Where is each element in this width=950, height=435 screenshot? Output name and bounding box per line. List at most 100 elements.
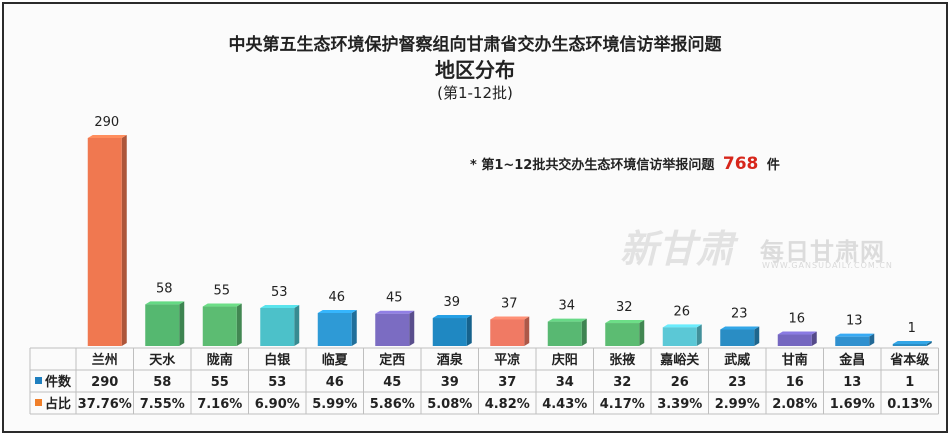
category-label: 陇南 [207, 352, 233, 368]
bar [145, 304, 180, 346]
percent-cell: 0.13% [887, 397, 932, 412]
chart-batch-range: (第1-12批) [437, 84, 513, 102]
bar-side [179, 301, 185, 346]
bar-top [605, 320, 645, 324]
category-label: 天水 [149, 352, 176, 368]
bar-side [811, 331, 817, 346]
bar-side [524, 316, 530, 346]
bar-value-label: 16 [788, 312, 805, 327]
percent-cell: 7.55% [140, 397, 185, 412]
bar [432, 318, 467, 346]
total-count: 768 [722, 154, 759, 174]
percent-cell: 4.43% [542, 397, 587, 412]
bar [835, 336, 870, 346]
bar-side [926, 341, 932, 346]
count-cell: 23 [728, 375, 746, 390]
category-label: 甘南 [782, 352, 808, 368]
percent-cell: 4.17% [600, 397, 645, 412]
percent-cell: 5.86% [370, 397, 415, 412]
bar [202, 306, 237, 346]
category-label: 白银 [264, 352, 291, 368]
category-label: 临夏 [322, 352, 349, 368]
bar-top [317, 310, 357, 314]
category-label: 定西 [378, 352, 405, 368]
count-cell: 55 [211, 375, 229, 390]
bar-value-label: 58 [156, 281, 173, 296]
bar-value-label: 34 [558, 299, 575, 314]
percent-cell: 37.76% [78, 397, 132, 412]
count-cell: 290 [91, 375, 118, 390]
bar-top [202, 303, 242, 307]
total-note-suffix: 件 [766, 158, 780, 173]
category-label: 庆阳 [551, 352, 578, 368]
chart-title: 中央第五生态环境保护督察组向甘肃省交办生态环境信访举报问题 [228, 35, 722, 55]
count-cell: 13 [843, 375, 861, 390]
bar-value-label: 53 [271, 285, 288, 300]
bar-side [236, 303, 242, 346]
percent-cell: 5.99% [312, 397, 357, 412]
bar [260, 307, 295, 346]
bar-value-label: 23 [731, 307, 748, 322]
percent-cell: 2.08% [772, 397, 817, 412]
count-cell: 1 [905, 375, 914, 390]
bar-side [581, 318, 587, 346]
count-cell: 39 [441, 375, 459, 390]
bar-value-label: 45 [386, 291, 403, 306]
bar-side [869, 333, 875, 346]
category-label: 武威 [724, 352, 750, 368]
count-cell: 46 [326, 375, 344, 390]
bar [605, 323, 640, 346]
percent-cell: 5.08% [427, 397, 472, 412]
bar [720, 329, 755, 346]
percent-cell: 4.82% [485, 397, 530, 412]
category-label: 省本级 [889, 352, 930, 368]
total-note-prefix: * 第1~12批共交办生态环境信访举报问题 [470, 158, 715, 173]
bar [662, 327, 697, 346]
bar-value-label: 37 [501, 296, 518, 311]
bar-top [490, 316, 530, 320]
bar-top [375, 310, 415, 314]
bar-side [754, 326, 760, 346]
bar-top [892, 341, 932, 344]
bar-top [87, 135, 127, 138]
bar [547, 321, 582, 346]
bar-value-label: 55 [213, 284, 230, 299]
count-cell: 45 [383, 375, 401, 390]
bar-top [720, 326, 760, 330]
percent-cell: 1.69% [830, 397, 875, 412]
bar-value-label: 26 [673, 304, 690, 319]
count-cell: 37 [498, 375, 516, 390]
bar-value-label: 32 [616, 300, 633, 315]
percent-marker [35, 399, 42, 406]
bar [317, 313, 352, 346]
percent-cell: 2.99% [715, 397, 760, 412]
bar-value-label: 39 [443, 295, 460, 310]
watermark-script: 新甘肃 [620, 226, 735, 271]
bar-side [351, 310, 357, 346]
percent-cell: 7.16% [197, 397, 242, 412]
count-marker [35, 377, 42, 384]
count-cell: 34 [556, 375, 574, 390]
bar-top [145, 301, 185, 305]
bar-side [639, 320, 645, 346]
bar-value-label: 1 [908, 321, 916, 336]
category-label: 张掖 [609, 352, 636, 368]
category-label: 平凉 [494, 352, 520, 368]
row-label-percent: 占比 [45, 396, 71, 412]
watermark-url: WWW.GANSUDAILY.COM.CN [762, 261, 893, 270]
count-cell: 16 [786, 375, 804, 390]
chart-subtitle: 地区分布 [435, 58, 515, 82]
bar-side [409, 310, 415, 346]
bar-top [777, 331, 817, 335]
bar-top [662, 324, 702, 328]
bar [87, 138, 122, 346]
count-cell: 58 [153, 375, 171, 390]
bar-side [696, 324, 702, 346]
bar-side [121, 135, 127, 346]
bar-side [466, 315, 472, 346]
percent-cell: 6.90% [255, 397, 300, 412]
bar-value-label: 13 [846, 314, 863, 329]
category-label: 酒泉 [437, 352, 464, 368]
